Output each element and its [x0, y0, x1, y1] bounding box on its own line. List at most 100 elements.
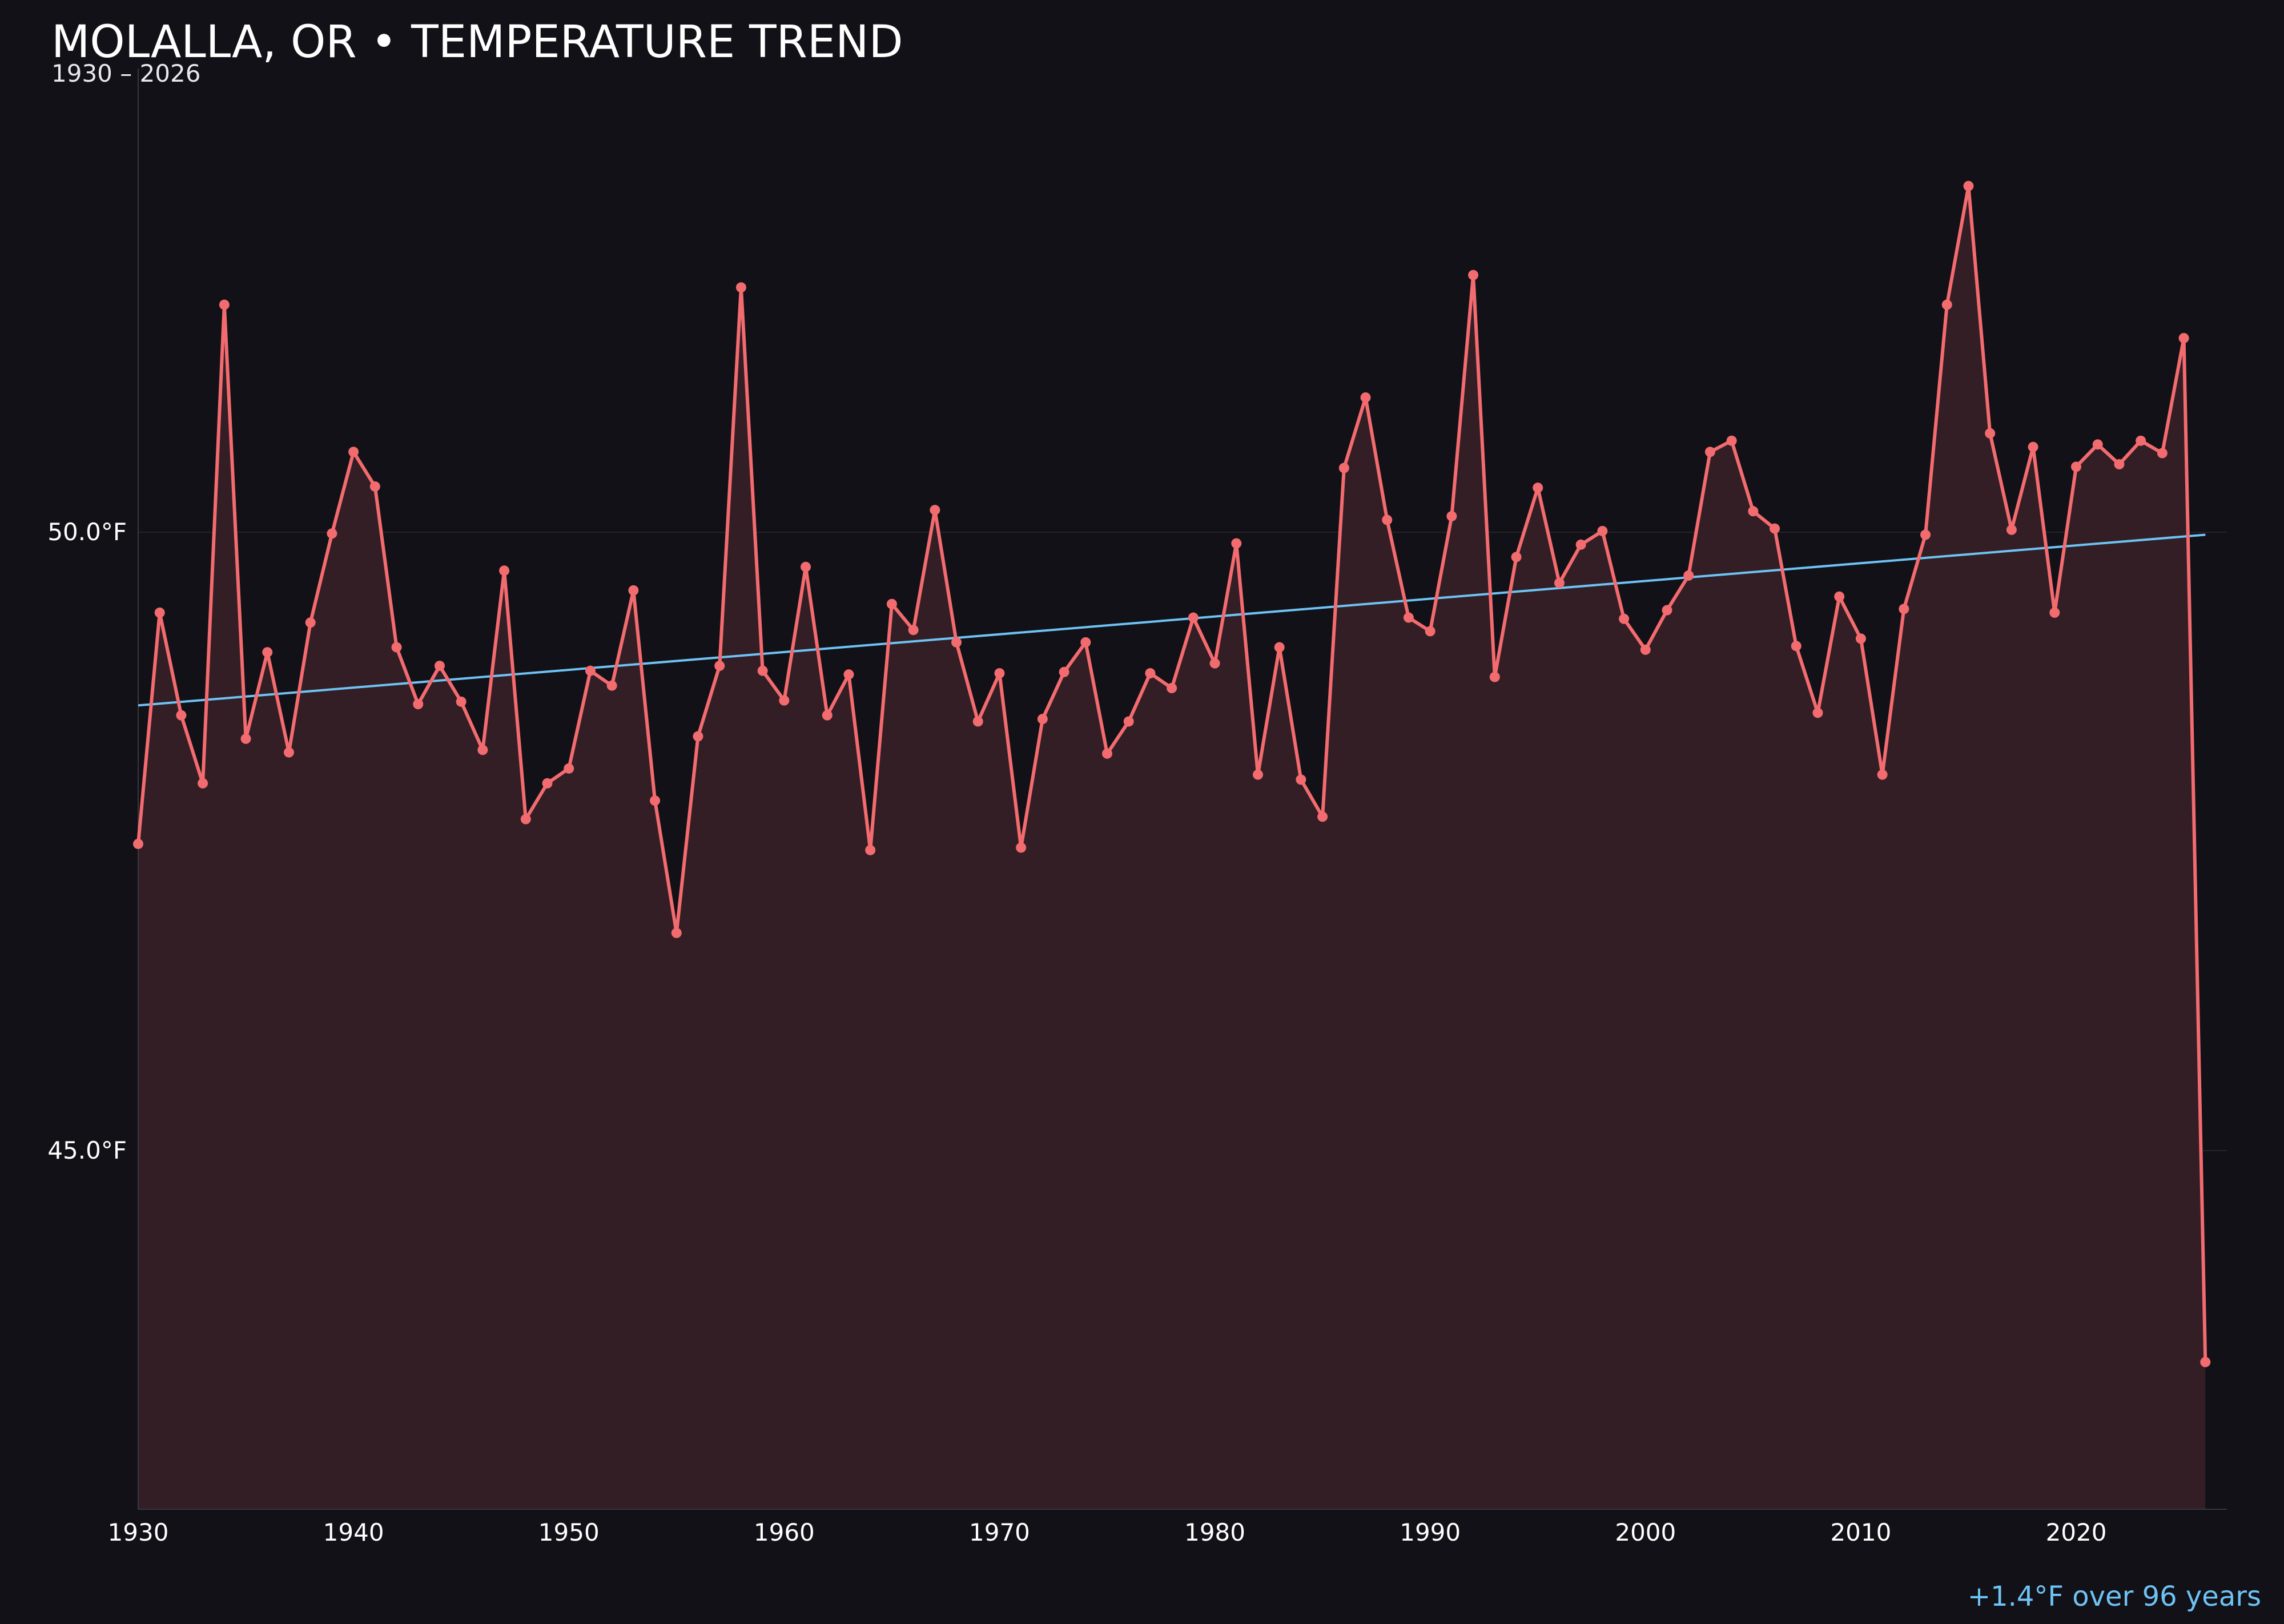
- y-tick-label: 50.0°F: [47, 518, 127, 546]
- data-point: [757, 665, 768, 676]
- data-point: [1167, 683, 1177, 693]
- chart-title: MOLALLA, OR • TEMPERATURE TREND: [51, 17, 903, 68]
- data-point: [1016, 842, 1027, 853]
- data-point: [1855, 633, 1866, 644]
- x-tick-label: 1940: [323, 1518, 384, 1546]
- data-point: [2157, 448, 2168, 459]
- data-point: [2114, 459, 2125, 470]
- data-point: [972, 716, 983, 727]
- data-point: [606, 680, 617, 691]
- y-tick-label: 45.0°F: [47, 1136, 127, 1164]
- data-point: [434, 661, 445, 672]
- x-tick-label: 1960: [754, 1518, 815, 1546]
- data-point: [456, 696, 467, 707]
- data-point: [327, 528, 337, 539]
- data-point: [1123, 716, 1134, 727]
- trend-annotation: +1.4°F over 96 years: [1968, 1581, 2261, 1613]
- data-point: [1640, 644, 1651, 655]
- data-point: [1425, 626, 1435, 637]
- data-point: [477, 745, 488, 755]
- data-point: [585, 665, 596, 676]
- data-point: [1080, 637, 1091, 648]
- data-point: [1403, 612, 1414, 623]
- data-point: [822, 710, 833, 721]
- data-point: [693, 731, 703, 742]
- data-point: [735, 282, 746, 293]
- chart-subtitle: 1930 – 2026: [51, 59, 200, 87]
- data-point: [219, 299, 230, 310]
- data-point: [865, 845, 876, 855]
- data-point: [1554, 577, 1565, 588]
- data-point: [1812, 708, 1823, 718]
- axis-layer: [138, 69, 2227, 1510]
- area-fill-layer: [138, 186, 2206, 1509]
- data-point: [650, 795, 661, 806]
- data-point: [951, 637, 962, 648]
- data-point: [2028, 441, 2038, 452]
- data-point: [1704, 447, 1715, 457]
- data-point: [1274, 642, 1285, 653]
- x-tick-label: 1990: [1400, 1518, 1461, 1546]
- data-point: [133, 838, 143, 849]
- data-point: [564, 763, 574, 774]
- data-point: [1102, 748, 1113, 759]
- data-point: [1188, 612, 1199, 623]
- data-point: [1511, 552, 1522, 562]
- data-point: [908, 625, 919, 636]
- data-point: [1209, 658, 1220, 669]
- data-point: [2006, 524, 2017, 535]
- data-point: [1662, 605, 1672, 616]
- data-point: [628, 585, 639, 596]
- data-point: [1360, 392, 1371, 403]
- data-point: [520, 814, 531, 825]
- data-point: [1317, 811, 1328, 822]
- data-point: [1683, 570, 1694, 581]
- data-point: [391, 642, 402, 653]
- data-point: [1468, 270, 1479, 280]
- data-point: [283, 747, 294, 758]
- data-point: [2178, 333, 2189, 344]
- data-point: [843, 669, 854, 680]
- data-point: [499, 565, 510, 576]
- data-point: [176, 710, 187, 721]
- data-point: [348, 447, 359, 457]
- data-point: [1941, 299, 1952, 310]
- data-point: [714, 661, 725, 672]
- data-point: [2071, 461, 2082, 472]
- x-tick-label: 2000: [1615, 1518, 1676, 1546]
- data-point: [2136, 435, 2146, 446]
- data-point: [262, 647, 273, 658]
- data-point: [1059, 666, 1069, 677]
- data-point: [1338, 463, 1349, 473]
- data-point: [2049, 607, 2060, 618]
- x-tick-label: 2020: [2046, 1518, 2107, 1546]
- data-point: [413, 699, 424, 710]
- data-point: [305, 617, 316, 628]
- data-point: [1791, 641, 1802, 652]
- x-tick-label: 1950: [538, 1518, 600, 1546]
- data-point: [1726, 435, 1737, 446]
- data-point: [1748, 506, 1759, 517]
- x-tick-label: 2010: [1830, 1518, 1891, 1546]
- y-tick-labels: 45.0°F 50.0°F: [47, 518, 127, 1164]
- data-point: [1985, 428, 1996, 439]
- data-point: [1382, 514, 1393, 525]
- data-point: [2092, 439, 2103, 450]
- x-tick-labels: 1930 1940 1950 1960 1970 1980 1990 2000 2010 2020: [108, 1518, 2107, 1546]
- data-point: [1920, 529, 1931, 540]
- data-point: [1619, 613, 1630, 624]
- trend-layer: [138, 533, 2206, 707]
- data-point: [1231, 538, 1242, 549]
- temperature-area-fill: [138, 186, 2206, 1509]
- x-tick-label: 1930: [108, 1518, 169, 1546]
- data-point: [1877, 769, 1888, 780]
- data-point: [1252, 769, 1263, 780]
- data-point: [779, 695, 790, 706]
- data-point: [1597, 525, 1608, 536]
- data-point: [1446, 510, 1457, 521]
- data-point: [1899, 604, 1909, 614]
- data-point: [1489, 672, 1500, 682]
- data-point: [886, 598, 897, 609]
- data-point: [1770, 523, 1780, 534]
